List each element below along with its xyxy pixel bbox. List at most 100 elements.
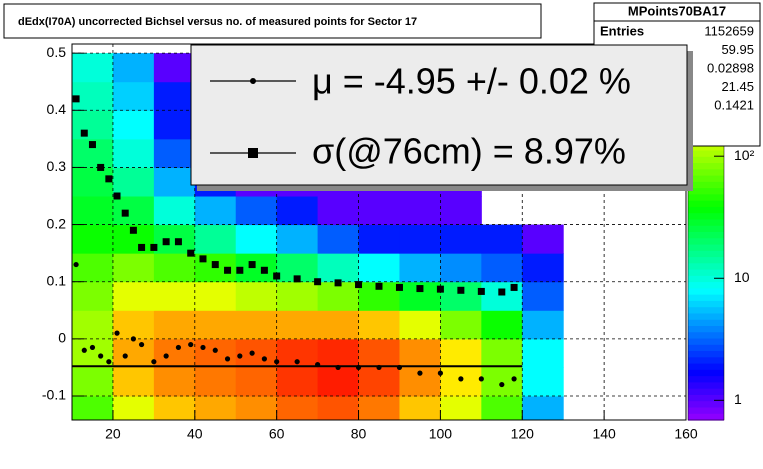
point xyxy=(121,209,129,217)
legend: μ = -4.95 +/- 0.02 % σ(@76cm) = 8.97% xyxy=(190,44,693,191)
point xyxy=(375,282,383,290)
point xyxy=(211,261,219,269)
heat-cell xyxy=(276,196,319,226)
x-tick-label: 120 xyxy=(511,426,535,442)
heat-cell xyxy=(276,281,319,311)
heat-cell xyxy=(72,338,114,368)
heat-cell xyxy=(522,281,564,311)
colorbar-band xyxy=(688,388,724,396)
heat-cell xyxy=(235,224,278,254)
heat-cell xyxy=(399,338,441,368)
z-tick-label: 1 xyxy=(734,391,742,407)
heat-cell xyxy=(72,396,114,420)
heat-cell xyxy=(72,224,114,254)
colorbar-band xyxy=(688,232,724,239)
point xyxy=(72,95,80,103)
heat-cell xyxy=(153,53,196,83)
point xyxy=(334,279,342,287)
colorbar-band xyxy=(688,144,724,152)
heat-cell xyxy=(399,253,441,283)
point xyxy=(248,261,256,269)
colorbar-band xyxy=(688,319,724,327)
point xyxy=(478,376,484,382)
heat-cell xyxy=(317,253,360,283)
chart-title: dEdx(I70A) uncorrected Bichsel versus no… xyxy=(18,16,417,28)
heat-cell xyxy=(153,138,196,168)
stats-label: Entries xyxy=(600,23,644,38)
heat-cell xyxy=(440,396,482,420)
heat-cell xyxy=(317,281,360,311)
y-tick-label: 0.4 xyxy=(47,101,67,117)
point xyxy=(335,364,341,371)
colorbar-band xyxy=(688,244,724,252)
heat-cell xyxy=(72,367,114,397)
heat-cell xyxy=(235,310,278,340)
title-frame xyxy=(3,3,542,39)
colorbar-band xyxy=(688,156,724,164)
colorbar-band xyxy=(688,413,724,421)
legend-label: μ = -4.95 +/- 0.02 % xyxy=(312,61,631,102)
point xyxy=(416,285,424,293)
heat-cell xyxy=(276,224,319,254)
y-tick-label: 0.5 xyxy=(47,44,67,60)
colorbar-band xyxy=(688,269,724,277)
colorbar-band xyxy=(688,194,724,202)
heat-cell xyxy=(276,396,319,420)
point xyxy=(122,353,128,359)
colorbar-band xyxy=(688,263,724,271)
point xyxy=(417,370,423,376)
colorbar-band xyxy=(688,401,724,409)
point xyxy=(88,141,96,149)
colorbar-band xyxy=(688,357,724,365)
colorbar-band xyxy=(688,382,724,390)
z-tick-label: 10² xyxy=(734,147,755,163)
point xyxy=(212,347,218,353)
y-tick-label: 0.3 xyxy=(47,158,67,174)
heat-cell xyxy=(112,110,155,140)
x-tick-label: 80 xyxy=(351,426,367,442)
point xyxy=(188,341,194,348)
colorbar-band xyxy=(688,163,724,170)
heat-cell xyxy=(440,253,482,283)
point xyxy=(273,272,281,280)
heat-cell xyxy=(72,53,114,83)
heat-cell xyxy=(481,253,523,283)
colorbar-band xyxy=(688,169,724,177)
point xyxy=(437,370,443,376)
heat-cell xyxy=(194,396,237,420)
colorbar-band xyxy=(688,369,724,377)
stats-value: 0.1421 xyxy=(714,97,754,112)
heat-cell xyxy=(112,338,155,368)
colorbar-band xyxy=(688,275,724,283)
stats-value: 59.95 xyxy=(721,42,754,57)
point xyxy=(510,283,518,291)
colorbar-band xyxy=(688,250,724,258)
point xyxy=(163,353,169,359)
heat-cell xyxy=(399,310,441,340)
heat-cell xyxy=(235,367,278,397)
heat-cell xyxy=(153,253,196,283)
colorbar-band xyxy=(688,300,724,308)
point xyxy=(355,364,362,371)
heat-cell xyxy=(153,110,196,140)
z-tick-label: 10 xyxy=(734,269,750,285)
point xyxy=(129,226,137,234)
heat-cell xyxy=(194,196,237,226)
heat-cell xyxy=(112,310,155,340)
heat-cell xyxy=(72,196,114,226)
heat-cell xyxy=(235,196,278,226)
heat-cell xyxy=(358,396,400,420)
colorbar-band xyxy=(688,213,724,221)
x-tick-label: 100 xyxy=(429,426,453,442)
heat-cell xyxy=(440,281,482,311)
colorbar-band xyxy=(688,344,724,352)
heat-cell xyxy=(153,224,196,254)
heat-cell xyxy=(153,167,196,197)
colorbar-band xyxy=(688,376,724,383)
heat-cell xyxy=(153,367,196,397)
point xyxy=(98,353,104,359)
stats-value: 1152659 xyxy=(704,23,754,38)
heat-cell xyxy=(317,224,360,254)
x-tick-label: 20 xyxy=(105,426,121,442)
colorbar-band xyxy=(688,307,724,315)
